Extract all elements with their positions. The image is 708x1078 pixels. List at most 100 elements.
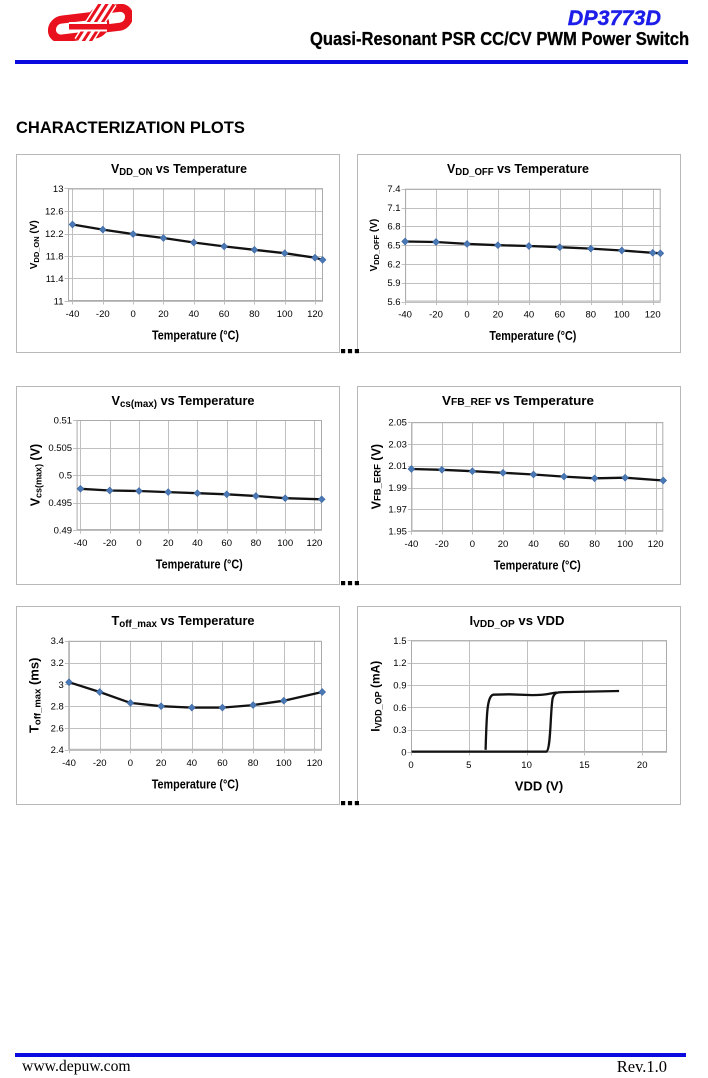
svg-text:Toff_max​ vs Temperature: Toff_max​ vs Temperature — [112, 613, 255, 630]
svg-text:120: 120 — [307, 758, 323, 769]
svg-text:11: 11 — [54, 296, 64, 307]
svg-text:-40: -40 — [66, 309, 80, 320]
svg-text:100: 100 — [614, 310, 630, 321]
svg-text:0.3: 0.3 — [393, 725, 406, 736]
svg-text:120: 120 — [306, 538, 322, 549]
svg-text:2.05: 2.05 — [388, 418, 407, 429]
svg-text:20: 20 — [156, 758, 167, 769]
svg-text:11.8: 11.8 — [46, 251, 64, 262]
svg-text:100: 100 — [276, 758, 292, 769]
svg-text:Toff_max​ (ms): Toff_max​ (ms) — [27, 658, 44, 733]
svg-text:1.97: 1.97 — [388, 505, 407, 516]
svg-text:0: 0 — [401, 747, 406, 758]
svg-text:100: 100 — [617, 539, 633, 550]
svg-text:40: 40 — [192, 538, 203, 549]
svg-text:120: 120 — [645, 310, 661, 321]
svg-text:0.6: 0.6 — [393, 703, 406, 714]
svg-text:Vcs(max)​ (V): Vcs(max)​ (V) — [29, 444, 44, 507]
svg-text:-40: -40 — [74, 538, 88, 549]
svg-text:6.2: 6.2 — [387, 259, 400, 270]
svg-text:VDD_OFF​ vs Temperature: VDD_OFF​ vs Temperature — [447, 161, 589, 178]
svg-text:0: 0 — [408, 760, 413, 771]
svg-text:60: 60 — [221, 538, 232, 549]
svg-text:Vcs(max)​ vs Temperature: Vcs(max)​ vs Temperature — [112, 393, 255, 410]
svg-text:2.03: 2.03 — [388, 439, 407, 450]
svg-text:1.2: 1.2 — [393, 658, 406, 669]
svg-text:10: 10 — [521, 760, 532, 771]
svg-text:0: 0 — [470, 539, 475, 550]
svg-text:2.01: 2.01 — [388, 461, 407, 472]
svg-text:-20: -20 — [96, 309, 110, 320]
svg-text:1.99: 1.99 — [388, 483, 407, 494]
svg-text:0: 0 — [130, 309, 135, 320]
svg-text:20: 20 — [498, 539, 509, 550]
svg-text:0.9: 0.9 — [393, 680, 406, 691]
svg-text:0.5: 0.5 — [59, 471, 72, 482]
svg-text:120: 120 — [648, 539, 664, 550]
svg-text:5: 5 — [466, 760, 471, 771]
svg-text:6.5: 6.5 — [387, 241, 400, 252]
svg-text:-20: -20 — [435, 539, 449, 550]
svg-text:7.4: 7.4 — [387, 184, 400, 195]
svg-text:20: 20 — [163, 538, 174, 549]
svg-text:0.505: 0.505 — [48, 443, 72, 454]
svg-text:-40: -40 — [62, 758, 76, 769]
svg-text:15: 15 — [579, 760, 590, 771]
svg-text:-20: -20 — [103, 538, 117, 549]
svg-text:80: 80 — [586, 310, 597, 321]
svg-text:40: 40 — [528, 539, 539, 550]
svg-text:80: 80 — [589, 539, 600, 550]
svg-text:-20: -20 — [93, 758, 107, 769]
svg-text:5.6: 5.6 — [387, 297, 400, 308]
svg-text:Temperature (°C): Temperature (°C) — [156, 557, 243, 572]
svg-text:13: 13 — [53, 184, 64, 195]
svg-text:12.6: 12.6 — [45, 206, 64, 217]
svg-text:VFB_REF vs Temperature: VFB_REF vs Temperature — [442, 393, 594, 408]
svg-text:Temperature (°C): Temperature (°C) — [489, 328, 576, 343]
svg-text:40: 40 — [187, 758, 198, 769]
svg-text:7.1: 7.1 — [387, 203, 400, 214]
svg-text:VDD_ON​ (V): VDD_ON​ (V) — [29, 220, 41, 269]
svg-text:3.2: 3.2 — [51, 658, 64, 669]
svg-text:100: 100 — [277, 309, 293, 320]
svg-text:-20: -20 — [429, 310, 443, 321]
svg-text:0: 0 — [464, 310, 469, 321]
svg-text:3.4: 3.4 — [51, 636, 64, 647]
svg-text:2.8: 2.8 — [51, 702, 64, 713]
svg-text:60: 60 — [559, 539, 570, 550]
svg-text:VDD_OFF​ (V): VDD_OFF​ (V) — [369, 219, 381, 272]
svg-text:2.6: 2.6 — [51, 723, 64, 734]
svg-text:40: 40 — [524, 310, 535, 321]
svg-text:VFB_ERF (V): VFB_ERF (V) — [370, 444, 384, 509]
svg-text:20: 20 — [493, 310, 504, 321]
svg-text:1.95: 1.95 — [388, 527, 407, 538]
svg-text:5.9: 5.9 — [387, 278, 400, 289]
svg-text:2.4: 2.4 — [51, 745, 64, 756]
svg-text:20: 20 — [637, 760, 648, 771]
svg-text:0.51: 0.51 — [54, 415, 73, 426]
svg-text:0.49: 0.49 — [54, 526, 73, 537]
svg-text:1.5: 1.5 — [393, 636, 406, 647]
svg-text:IVDD_OP​ (mA): IVDD_OP​ (mA) — [369, 661, 384, 732]
svg-text:VDD_ON​ vs Temperature: VDD_ON​ vs Temperature — [111, 161, 247, 178]
svg-text:Temperature (°C): Temperature (°C) — [152, 776, 239, 791]
svg-text:120: 120 — [307, 309, 323, 320]
svg-text:80: 80 — [248, 758, 259, 769]
svg-text:20: 20 — [158, 309, 169, 320]
svg-text:60: 60 — [217, 758, 228, 769]
svg-text:0.495: 0.495 — [48, 498, 72, 509]
svg-text:60: 60 — [555, 310, 566, 321]
svg-text:Temperature (°C): Temperature (°C) — [152, 328, 239, 343]
svg-text:100: 100 — [277, 538, 293, 549]
svg-text:IVDD_OP​ vs VDD: IVDD_OP​ vs VDD — [470, 613, 565, 630]
svg-text:60: 60 — [219, 309, 230, 320]
svg-text:40: 40 — [189, 309, 200, 320]
svg-text:0: 0 — [136, 538, 141, 549]
svg-text:0: 0 — [128, 758, 133, 769]
svg-text:3: 3 — [59, 680, 64, 691]
svg-text:80: 80 — [249, 309, 260, 320]
svg-text:80: 80 — [251, 538, 262, 549]
svg-text:-40: -40 — [398, 310, 412, 321]
svg-text:VDD (V): VDD (V) — [515, 779, 563, 794]
svg-text:12.2: 12.2 — [45, 229, 64, 240]
